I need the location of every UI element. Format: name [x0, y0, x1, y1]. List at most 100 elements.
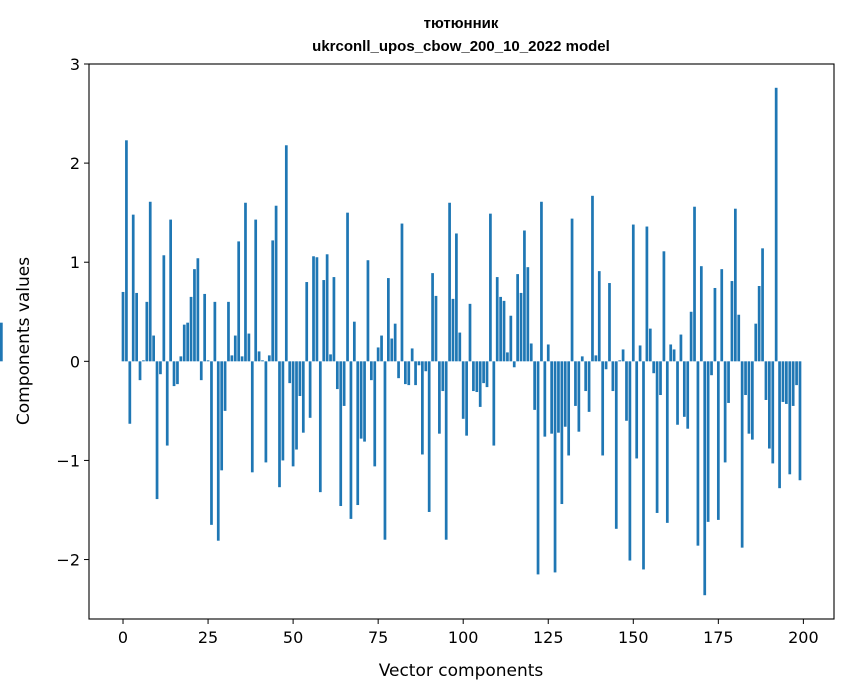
bar-27 — [213, 301, 217, 362]
bar-130 — [563, 361, 567, 427]
bar-183 — [744, 361, 747, 396]
bar-184 — [747, 361, 751, 434]
bar-7 — [145, 301, 149, 362]
bar-96 — [448, 202, 451, 362]
bar-198 — [795, 361, 798, 386]
bar-194 — [781, 361, 785, 402]
bar-64 — [339, 361, 343, 507]
bar-119 — [526, 267, 530, 362]
y-axis-label: Components values — [14, 257, 34, 425]
bar-17 — [179, 356, 183, 362]
bar-185 — [751, 361, 754, 440]
bar-42 — [264, 361, 268, 463]
bar-103 — [472, 361, 475, 392]
bar-35 — [240, 356, 244, 362]
bar-63 — [335, 361, 339, 390]
bar-94 — [441, 361, 445, 392]
bar-154 — [645, 226, 649, 362]
bar-38 — [250, 361, 254, 473]
bar-124 — [543, 361, 547, 437]
plot-frame — [88, 63, 835, 620]
bar-25 — [206, 360, 210, 362]
bar-92 — [434, 295, 438, 362]
x-tick-label: 0 — [118, 628, 128, 647]
bar-54 — [305, 282, 309, 362]
bar-162 — [672, 349, 676, 362]
chart-title: тютюнник — [424, 15, 499, 32]
bar-161 — [669, 344, 673, 362]
bar-135 — [580, 356, 584, 362]
y-tick-label: 3 — [70, 55, 80, 74]
bar-159 — [662, 251, 666, 362]
bar-117 — [519, 292, 523, 362]
bar-85 — [410, 348, 414, 362]
bar-172 — [706, 361, 710, 522]
bar-59 — [322, 280, 326, 362]
bar-191 — [771, 361, 775, 464]
bar-187 — [757, 286, 761, 362]
bar-53 — [301, 361, 305, 433]
bar-75 — [376, 347, 380, 362]
bar-8 — [148, 201, 152, 362]
bar-114 — [509, 315, 513, 362]
bar-177 — [723, 361, 727, 463]
bar-40 — [257, 351, 261, 362]
bar-104 — [475, 361, 479, 393]
bar-174 — [713, 287, 717, 362]
bar-186 — [754, 323, 758, 362]
bar-190 — [768, 361, 771, 449]
bar-55 — [308, 361, 312, 418]
bar-153 — [642, 361, 645, 570]
bar-160 — [665, 361, 669, 523]
bar-29 — [220, 361, 224, 471]
bar-112 — [502, 300, 506, 362]
bar-6 — [142, 360, 145, 362]
bar-9 — [152, 335, 155, 362]
bar-61 — [329, 354, 332, 362]
bar-168 — [693, 206, 696, 362]
bar-86 — [414, 361, 417, 386]
x-tick-label: 200 — [788, 628, 819, 647]
bar-66 — [346, 212, 349, 362]
bar-148 — [625, 361, 628, 421]
bar-45 — [274, 205, 278, 362]
bar-10 — [155, 361, 159, 500]
bar-180 — [733, 208, 737, 362]
bar-76 — [380, 335, 383, 362]
bar-33 — [233, 335, 237, 362]
bar-118 — [523, 230, 526, 362]
bar-81 — [397, 361, 400, 379]
y-tick-label: −1 — [56, 451, 80, 470]
bar-157 — [655, 361, 659, 513]
bar-46 — [278, 361, 281, 488]
bar-175 — [716, 361, 720, 520]
bar-192 — [774, 87, 778, 362]
bar-87 — [417, 361, 421, 366]
bar-69 — [356, 361, 360, 506]
bar-22 — [196, 258, 200, 362]
bar-15 — [172, 361, 176, 387]
bar-88 — [421, 361, 424, 455]
bar-150 — [631, 224, 635, 362]
bar-111 — [499, 296, 502, 362]
bar-26 — [210, 361, 213, 525]
bar-189 — [764, 361, 768, 400]
bar-101 — [465, 361, 468, 436]
bar-102 — [468, 303, 472, 362]
bar-62 — [332, 277, 336, 362]
bar-110 — [495, 277, 499, 362]
bar-196 — [788, 361, 792, 475]
bar-72 — [366, 260, 370, 362]
bar-99 — [458, 332, 462, 362]
y-tick-label: 1 — [70, 253, 80, 272]
bar-90 — [427, 361, 431, 512]
bar-23 — [199, 361, 203, 381]
bar-165 — [682, 361, 686, 417]
bar-11 — [159, 361, 162, 375]
bar-34 — [237, 241, 241, 362]
bar-123 — [540, 201, 543, 362]
bar-68 — [352, 321, 356, 362]
bar-44 — [271, 240, 275, 362]
bar-106 — [482, 361, 485, 384]
